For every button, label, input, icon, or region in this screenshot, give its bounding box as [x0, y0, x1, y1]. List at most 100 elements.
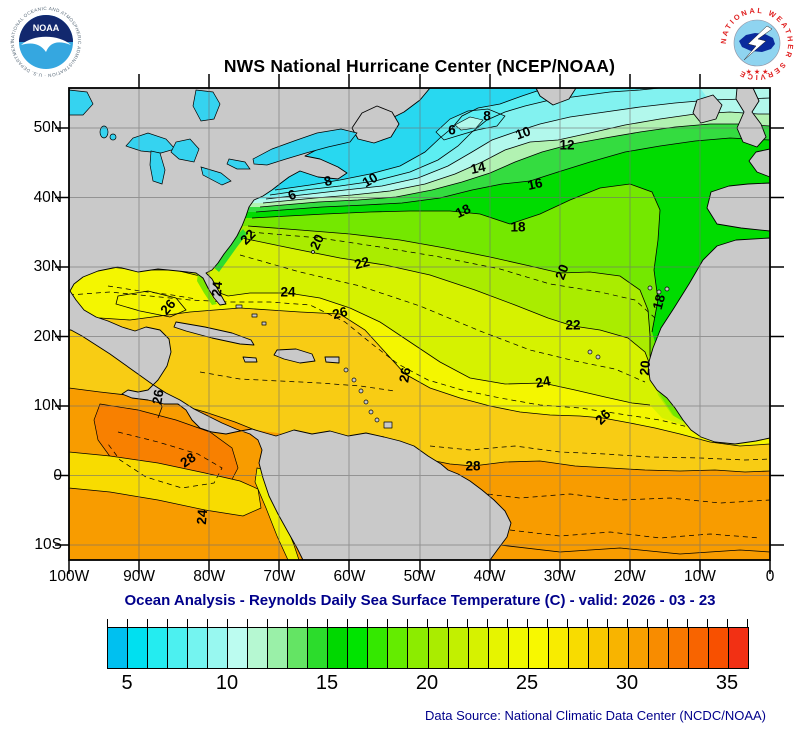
x-axis-label: 100W — [48, 568, 90, 585]
colorbar-number: 20 — [415, 672, 439, 694]
x-axis-label: 0 — [765, 568, 775, 585]
lake-michigan — [149, 150, 166, 185]
colorbar-cell — [648, 628, 669, 668]
isotherm-label: 16 — [526, 175, 544, 193]
colorbar-cell — [328, 628, 349, 668]
x-axis-label: 30W — [543, 568, 576, 585]
colorbar-number: 10 — [215, 672, 239, 694]
top-ticks — [138, 74, 701, 88]
colorbar-tick-strip — [107, 619, 748, 627]
small-lake — [109, 133, 117, 141]
x-axis-label: 90W — [123, 568, 156, 585]
great-britain — [735, 87, 767, 148]
colorbar-cell — [408, 628, 429, 668]
nws-stars: ★ ★ ★ — [746, 68, 769, 76]
colorbar-cell — [608, 628, 629, 668]
colorbar-number: 25 — [515, 672, 539, 694]
cuba — [173, 321, 255, 346]
colorbar-cell — [228, 628, 249, 668]
isotherm-label: 26 — [396, 366, 414, 384]
axis-ticks — [55, 74, 784, 574]
colorbar-cell — [248, 628, 269, 668]
colorbar-number: 35 — [715, 672, 739, 694]
x-axis-label: 40W — [473, 568, 506, 585]
colorbar-number: 15 — [315, 672, 339, 694]
bottom-ticks — [68, 560, 771, 574]
jamaica — [242, 356, 258, 363]
y-axis-label: 20N — [33, 327, 62, 345]
dashed-contours — [68, 231, 771, 539]
y-axis-label: 10N — [33, 397, 62, 414]
lake-huron — [170, 138, 200, 163]
x-axis-label: 80W — [193, 568, 226, 585]
colorbar-cell — [268, 628, 289, 668]
gridlines — [69, 88, 770, 560]
colorbar-cell — [468, 628, 489, 668]
isotherm-label: 18 — [510, 219, 526, 235]
isotherm-label: 24 — [280, 284, 296, 300]
colorbar-cell — [548, 628, 569, 668]
james-bay — [192, 89, 221, 122]
isotherm-label: 24 — [534, 373, 552, 391]
isotherm-label: 26 — [149, 388, 167, 406]
map-caption: Ocean Analysis - Reynolds Daily Sea Surf… — [124, 592, 716, 609]
colorbar-cell — [148, 628, 169, 668]
pacific-features — [68, 403, 300, 561]
nws-logo: NATIONAL WEATHER SERVICE ★ ★ ★ — [719, 3, 795, 80]
y-axis-label: 10S — [34, 536, 62, 553]
colorbar-cell — [508, 628, 529, 668]
data-source-note: Data Source: National Climatic Data Cent… — [425, 708, 766, 723]
colorbar-cell — [688, 628, 709, 668]
isotherm-label: 12 — [559, 137, 575, 153]
colorbar-cell — [308, 628, 329, 668]
right-ticks — [770, 127, 784, 546]
colorbar-number: 5 — [121, 672, 133, 694]
x-axis-label: 60W — [333, 568, 366, 585]
isotherm-label: 28 — [465, 458, 481, 474]
isotherm-label: 22 — [565, 317, 581, 333]
colorbar-cell — [388, 628, 409, 668]
isotherm-label: 24 — [193, 508, 211, 526]
y-axis-label: 0 — [53, 466, 62, 484]
colorbar-cell — [188, 628, 209, 668]
lake-winnipeg — [99, 125, 109, 139]
americas-landmass — [68, 87, 512, 561]
noaa-logo: NATIONAL OCEANIC AND ATMOSPHERIC ADMINIS… — [8, 4, 83, 79]
coastal-fringes — [197, 229, 247, 305]
colorbar-cell — [448, 628, 469, 668]
y-axis-label: 30N — [33, 258, 62, 275]
lake-superior — [125, 132, 176, 154]
colorbar-cell — [528, 628, 549, 668]
x-axis-label: 70W — [263, 568, 296, 585]
lake-ontario — [226, 158, 251, 170]
puerto-rico — [324, 356, 340, 364]
colorbar-cell — [208, 628, 229, 668]
hispaniola — [273, 348, 316, 364]
small-islands — [235, 250, 670, 429]
isotherm-label: 8 — [483, 108, 491, 124]
isotherm-label: 24 — [208, 280, 226, 298]
colorbar — [107, 627, 749, 669]
africa — [647, 237, 771, 445]
land-layer — [68, 87, 771, 561]
y-axis-label: 40N — [33, 188, 62, 206]
colorbar-cell — [668, 628, 689, 668]
colorbar-cell — [168, 628, 189, 668]
isotherm-label: 6 — [448, 122, 456, 138]
colorbar-cell — [128, 628, 149, 668]
noaa-wordmark: NOAA — [33, 23, 60, 33]
x-axis-label: 10W — [683, 568, 716, 585]
colorbar-cell — [628, 628, 649, 668]
isotherm-label: 20 — [636, 359, 654, 377]
iberia — [706, 182, 771, 232]
page-title: NWS National Hurricane Center (NCEP/NOAA… — [223, 56, 616, 76]
colorbar-number: 30 — [615, 672, 639, 694]
nws-lightning-icon — [743, 25, 773, 61]
y-axis-label: 50N — [33, 119, 62, 136]
left-ticks — [55, 127, 69, 546]
colorbar-cell — [728, 628, 748, 668]
colorbar-cell — [588, 628, 609, 668]
colorbar-cell — [108, 628, 129, 668]
newfoundland — [351, 105, 400, 144]
